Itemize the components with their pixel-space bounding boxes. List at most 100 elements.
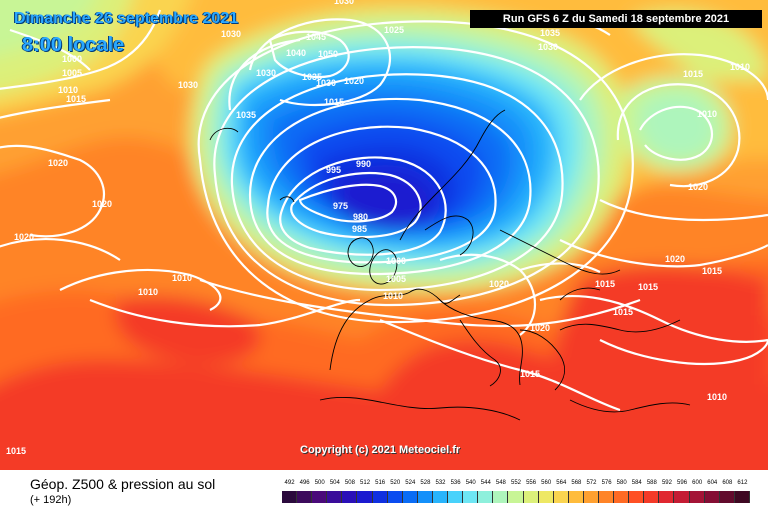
legend-value: 596 [677,480,688,486]
legend-swatch [297,491,313,503]
legend-swatch [689,491,705,503]
legend-swatch [704,491,720,503]
pressure-label: 1010 [172,273,192,283]
legend-value: 504 [329,480,340,486]
legend-swatch [629,491,645,503]
forecast-date: Dimanche 26 septembre 2021 [14,10,239,27]
legend-swatch [614,491,630,503]
legend-value: 548 [495,480,506,486]
weather-map: 1030 1030 1000 1005 1010 1015 1030 1045 … [0,0,768,470]
pressure-label: 1010 [383,291,403,301]
legend-swatch [448,491,464,503]
pressure-label: 975 [333,201,348,211]
legend-cells [282,491,750,503]
legend-swatch [312,491,328,503]
legend-value: 516 [375,480,386,486]
legend-swatch [327,491,343,503]
pressure-label: 1015 [638,282,658,292]
legend-swatch [432,491,449,503]
pressure-label: 1010 [707,392,727,402]
legend-swatch [568,491,584,503]
legend-swatch [508,491,524,503]
pressure-label: 1020 [665,254,685,264]
pressure-label: 1030 [538,42,558,52]
pressure-label: 1000 [386,256,406,266]
legend-swatch [598,491,615,503]
legend-swatch [583,491,599,503]
legend-value: 508 [344,480,355,486]
legend-value: 576 [601,480,612,486]
legend-value: 560 [541,480,552,486]
pressure-label: 1010 [58,85,78,95]
chart-title: Géop. Z500 & pression au sol [30,476,216,492]
pressure-label: 985 [352,224,367,234]
legend-swatch [282,491,298,503]
model-run-info: Run GFS 6 Z du Samedi 18 septembre 2021 [470,10,762,28]
legend-swatch [342,491,358,503]
legend-swatch [523,491,539,503]
legend-value: 496 [299,480,310,486]
legend-value: 536 [450,480,461,486]
legend-swatch [478,491,494,503]
legend-swatch [553,491,569,503]
pressure-label: 1020 [344,76,364,86]
pressure-label: 1030 [334,0,354,6]
legend-value: 564 [556,480,567,486]
pressure-label: 1035 [540,28,560,38]
pressure-label: 1005 [386,274,406,284]
legend-value: 552 [510,480,521,486]
legend-swatch [674,491,690,503]
pressure-label: 1040 [286,48,306,58]
pressure-label: 1010 [730,62,750,72]
pressure-label: 1030 [316,78,336,88]
legend-value: 544 [480,480,491,486]
pressure-label: 980 [353,212,368,222]
legend-value: 540 [465,480,476,486]
pressure-label: 1015 [520,369,540,379]
legend-swatch [372,491,388,503]
pressure-label: 1020 [688,182,708,192]
legend-value: 556 [526,480,537,486]
pressure-label: 1010 [697,109,717,119]
pressure-label: 1030 [178,80,198,90]
pressure-label: 1015 [6,446,26,456]
legend-value: 592 [661,480,672,486]
legend-value: 528 [420,480,431,486]
map-footer: Géop. Z500 & pression au sol (+ 192h) 49… [0,470,768,512]
copyright-notice: Copyright (c) 2021 Meteociel.fr [300,444,461,456]
pressure-label: 995 [326,165,341,175]
map-svg: 1030 1030 1000 1005 1010 1015 1030 1045 … [0,0,768,470]
legend-value: 492 [284,480,295,486]
pressure-label: 1035 [236,110,256,120]
pressure-label: 1015 [324,97,344,107]
pressure-label: 1010 [138,287,158,297]
legend-swatch [538,491,554,503]
pressure-labels: 1030 1030 1000 1005 1010 1015 1030 1045 … [6,0,750,456]
legend-labels: 492 496 500 504 508 512 516 520 524 528 532 536 540 5… [282,480,750,490]
pressure-label: 990 [356,159,371,169]
legend-value: 600 [692,480,703,486]
pressure-label: 1005 [62,68,82,78]
legend-swatch [719,491,735,503]
pressure-label: 1030 [221,29,241,39]
pressure-label: 1020 [530,323,550,333]
pressure-label: 1015 [66,94,86,104]
legend-swatch [402,491,418,503]
color-scale-legend: 492 496 500 504 508 512 516 520 524 528 532 536 540 5… [282,480,750,504]
geopotential-field [0,0,768,470]
coastlines [209,109,691,421]
pressure-label: 1000 [62,54,82,64]
legend-value: 580 [616,480,627,486]
legend-value: 588 [646,480,657,486]
pressure-label: 1015 [595,279,615,289]
legend-swatch [493,491,509,503]
legend-swatch [463,491,479,503]
forecast-lead-time: (+ 192h) [30,494,72,506]
legend-value: 500 [314,480,325,486]
pressure-label: 1025 [384,25,404,35]
legend-value: 608 [722,480,733,486]
legend-swatch [734,491,750,503]
legend-swatch [387,491,403,503]
pressure-label: 1020 [92,199,112,209]
pressure-label: 1015 [613,307,633,317]
